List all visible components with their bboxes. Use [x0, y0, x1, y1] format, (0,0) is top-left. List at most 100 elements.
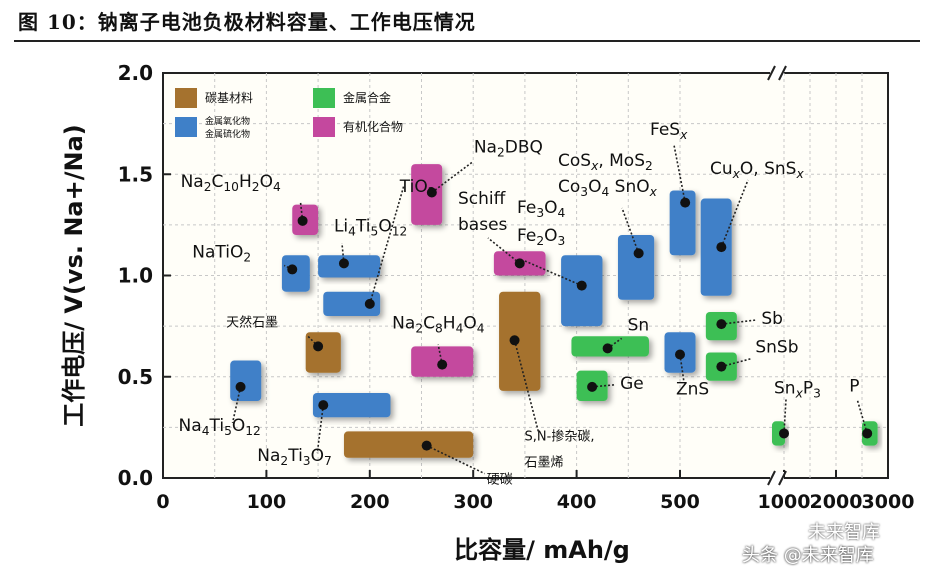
leader-line: [369, 185, 405, 305]
material-label: ZnS: [676, 379, 709, 399]
label-part: Sb: [761, 309, 783, 329]
region-oxide: [318, 255, 381, 278]
label-part: Ti: [208, 416, 224, 436]
material-label: Na2DBQ: [474, 137, 543, 159]
leader-line: [341, 243, 345, 264]
x-tick-label: 3000: [862, 491, 915, 513]
y-tick-label: 2.0: [118, 61, 153, 85]
label-part: Cu: [710, 159, 733, 179]
material-label: 天然石墨: [226, 314, 278, 330]
label-part: 4: [477, 322, 485, 336]
data-point: [716, 319, 727, 330]
data-point: [287, 264, 298, 275]
region-oxide: [700, 198, 732, 296]
legend-swatch-oxide: [175, 117, 197, 137]
data-point: [338, 258, 349, 269]
region-oxide: [669, 190, 696, 256]
label-part: Na: [474, 137, 497, 157]
label-part: , MoS: [598, 151, 645, 171]
leader-line: [426, 444, 486, 475]
label-part: Na: [392, 314, 415, 334]
material-label: Na2C8H4O4: [392, 314, 485, 336]
label-part: 2: [252, 180, 260, 194]
legend-swatch-organic: [313, 117, 335, 137]
label-part: 5: [371, 224, 379, 238]
material-label: SnSb: [755, 338, 798, 358]
x-tick-label: 400: [557, 491, 597, 513]
label-part: 2: [415, 322, 423, 336]
label-part: NaTiO: [192, 242, 243, 262]
y-tick-label: 1.0: [118, 264, 153, 288]
label-part: O: [378, 216, 391, 236]
leader-line: [607, 337, 623, 350]
label-part: Ti: [355, 216, 371, 236]
label-part: O: [544, 226, 557, 246]
label-part: x: [795, 386, 804, 400]
legend-label: 有机化合物: [343, 119, 403, 134]
label-part: x: [732, 167, 741, 181]
data-point: [437, 359, 448, 370]
data-point: [716, 242, 727, 253]
data-point: [297, 215, 308, 226]
label-part: O: [463, 314, 476, 334]
material-label: Co3O4 SnOx: [558, 177, 658, 199]
legend-swatch-alloy: [313, 88, 335, 108]
region-organic: [411, 164, 443, 225]
label-part: Sn: [628, 315, 650, 335]
label-part: H: [239, 172, 252, 192]
material-label: Na2Ti3O7: [257, 446, 332, 468]
label-part: 2: [497, 145, 505, 159]
material-label: FeSx: [650, 120, 688, 142]
region-oxide: [323, 291, 381, 316]
label-part: P: [803, 378, 813, 398]
y-tick-label: 0.5: [118, 365, 153, 389]
material-label: Li4Ti5O12: [334, 216, 407, 238]
material-label: Ge: [620, 374, 644, 394]
x-axis-title: 比容量/ mAh/g: [454, 536, 630, 564]
y-tick-label: 1.5: [118, 162, 153, 186]
region-oxide: [230, 360, 262, 402]
label-part: Na: [257, 446, 280, 466]
label-part: Schiff: [458, 189, 507, 209]
region-oxide: [281, 255, 310, 292]
x-tick-label: 500: [660, 491, 700, 513]
material-label: CoSx, MoS2: [558, 151, 653, 173]
data-point: [680, 197, 691, 208]
label-part: 4: [456, 322, 464, 336]
x-tick-label: 2000: [810, 491, 863, 513]
data-points: [235, 187, 873, 451]
material-label: Na4Ti5O12: [179, 416, 261, 438]
data-point: [318, 400, 329, 411]
label-part: O: [232, 416, 245, 436]
axis-break-mark: [767, 470, 776, 486]
leader-line: [487, 237, 521, 264]
legend-swatch-carbon: [175, 88, 197, 108]
axes: 0 100 200 300 400 500 1000 2000 3000 0.0 0.5 1.0 1.5…: [60, 61, 914, 564]
material-label: Fe2O3: [517, 226, 565, 248]
material-label: Na2C10H2O4: [181, 172, 281, 194]
data-point: [313, 341, 324, 352]
y-axis-title: 工作电压/ V(vs. Na+/Na): [60, 124, 88, 426]
watermark-top: 未来智库: [808, 522, 880, 543]
label-part: Sn: [774, 378, 796, 398]
watermark-bottom: 头条 @未来智库: [742, 545, 874, 566]
material-label: 硬碳: [487, 473, 513, 488]
leader-line: [721, 357, 752, 368]
x-tick-label: 0: [156, 491, 169, 513]
material-label: SnxP3: [774, 378, 821, 400]
data-point: [587, 381, 598, 392]
label-part: Na: [181, 172, 204, 192]
label-part: 12: [245, 424, 261, 438]
data-point: [633, 248, 644, 259]
region-carbon: [343, 431, 474, 458]
label-part: O: [588, 177, 601, 197]
data-point: [862, 428, 873, 439]
label-part: O: [311, 446, 324, 466]
leader-line: [721, 319, 756, 325]
label-part: 2: [536, 234, 544, 248]
data-point: [235, 381, 246, 392]
leader-line: [299, 202, 304, 221]
data-point: [421, 440, 432, 451]
